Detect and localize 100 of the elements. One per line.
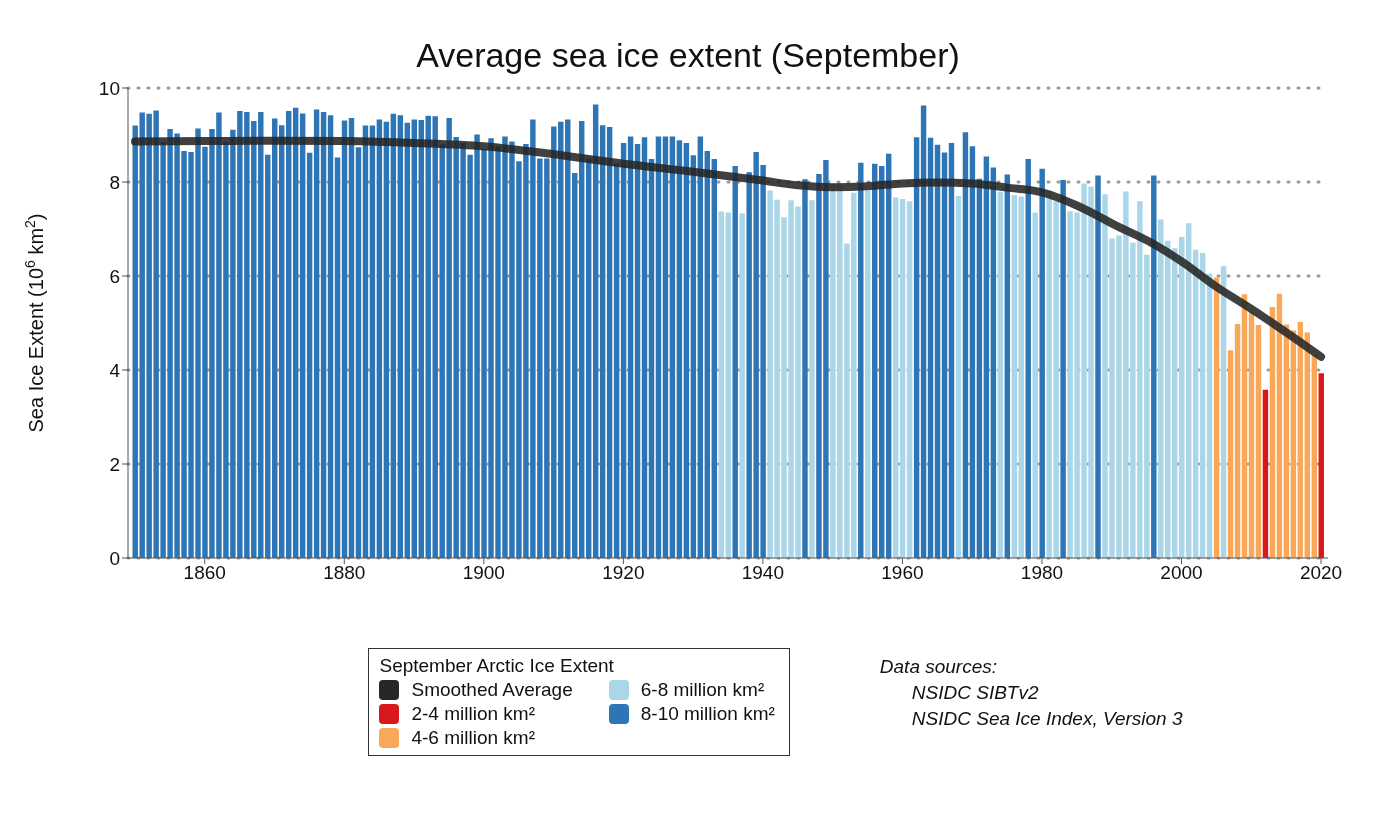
y-tick-label: 4 xyxy=(109,359,121,381)
bar xyxy=(676,140,683,558)
bar xyxy=(1255,324,1262,558)
bar xyxy=(397,115,404,558)
y-tick-label: 6 xyxy=(109,265,120,287)
bar xyxy=(348,118,355,558)
bar xyxy=(865,190,871,558)
bar xyxy=(599,125,606,558)
x-tick-label: 1960 xyxy=(881,562,924,584)
bar xyxy=(627,136,634,558)
y-tick-label: 0 xyxy=(109,547,120,569)
bar xyxy=(306,152,313,558)
bar xyxy=(809,200,815,558)
bar xyxy=(662,136,669,558)
x-tick-label: 1980 xyxy=(1020,562,1064,584)
bar xyxy=(279,125,285,558)
bar xyxy=(648,158,655,558)
legend-label: 4-6 million km² xyxy=(411,727,535,749)
legend-label: 2-4 million km² xyxy=(411,703,535,725)
x-tick-label: 1900 xyxy=(462,562,505,584)
bar xyxy=(1311,354,1317,558)
bar xyxy=(690,155,697,558)
legend-title: September Arctic Ice Extent xyxy=(379,655,615,677)
bar xyxy=(634,143,641,558)
bar xyxy=(858,162,864,558)
bar xyxy=(272,118,278,558)
bar xyxy=(362,125,369,558)
chart-title: Average sea ice extent (September) xyxy=(415,36,961,75)
bar xyxy=(997,191,1004,558)
bar xyxy=(983,156,990,558)
bar xyxy=(292,107,299,558)
bar xyxy=(383,121,390,558)
bar xyxy=(872,163,878,558)
bar xyxy=(376,119,383,558)
bar xyxy=(879,166,885,558)
bar xyxy=(655,136,662,558)
bar xyxy=(669,136,676,558)
bar xyxy=(990,167,997,558)
bar xyxy=(369,125,376,558)
bar xyxy=(969,146,976,558)
bar xyxy=(683,142,690,558)
y-tick-label: 10 xyxy=(98,77,120,99)
bar xyxy=(1004,174,1011,558)
bar xyxy=(620,142,627,558)
bar xyxy=(1318,373,1324,558)
bar xyxy=(906,201,913,558)
bar xyxy=(732,166,738,558)
bar xyxy=(418,119,424,558)
bar xyxy=(892,197,899,558)
y-tick-label: 2 xyxy=(109,453,120,475)
bar xyxy=(390,113,397,558)
x-tick-label: 1920 xyxy=(602,562,645,584)
bar xyxy=(739,213,745,558)
bar xyxy=(704,150,711,558)
bar xyxy=(955,196,962,558)
bar xyxy=(913,137,920,558)
bar xyxy=(920,105,927,558)
bar xyxy=(1234,323,1241,558)
legend-label: 6-8 million km² xyxy=(640,679,765,701)
bar xyxy=(1032,212,1038,558)
bar xyxy=(976,178,983,558)
y-tick-label: 8 xyxy=(109,171,120,193)
text: NSIDC SIBTv2 xyxy=(910,681,1040,705)
bar xyxy=(404,122,411,558)
bar xyxy=(711,158,717,558)
bar xyxy=(1018,196,1024,558)
text: Data sources: xyxy=(879,655,999,679)
bar xyxy=(802,179,808,558)
bar xyxy=(1011,195,1017,558)
bar xyxy=(962,132,969,558)
text: NSIDC Sea Ice Index, Version 3 xyxy=(910,707,1183,731)
bar xyxy=(1095,175,1101,558)
bar xyxy=(606,127,613,558)
legend-label: Smoothed Average xyxy=(411,679,573,701)
bar xyxy=(948,142,955,558)
x-tick-label: 1880 xyxy=(323,562,366,584)
bar xyxy=(725,212,731,558)
bar xyxy=(285,111,292,558)
bar xyxy=(941,152,948,558)
bar xyxy=(1262,389,1269,558)
bar xyxy=(327,115,334,558)
bar xyxy=(592,104,599,558)
bar xyxy=(299,113,306,558)
bar xyxy=(579,120,585,558)
bar xyxy=(572,173,578,558)
x-tick-label: 2020 xyxy=(1299,562,1343,584)
bar xyxy=(355,147,362,558)
bar xyxy=(341,120,348,558)
x-tick-label: 1940 xyxy=(741,562,785,584)
bar xyxy=(1025,158,1031,558)
bar xyxy=(885,153,892,558)
bar xyxy=(641,137,648,558)
legend-label: 8-10 million km² xyxy=(640,703,775,725)
bar xyxy=(334,157,341,558)
x-tick-label: 2000 xyxy=(1160,562,1203,584)
bar xyxy=(1248,311,1255,558)
bar xyxy=(313,109,320,558)
bar xyxy=(411,119,417,558)
x-tick-label: 1860 xyxy=(183,562,226,584)
bar xyxy=(927,137,934,558)
